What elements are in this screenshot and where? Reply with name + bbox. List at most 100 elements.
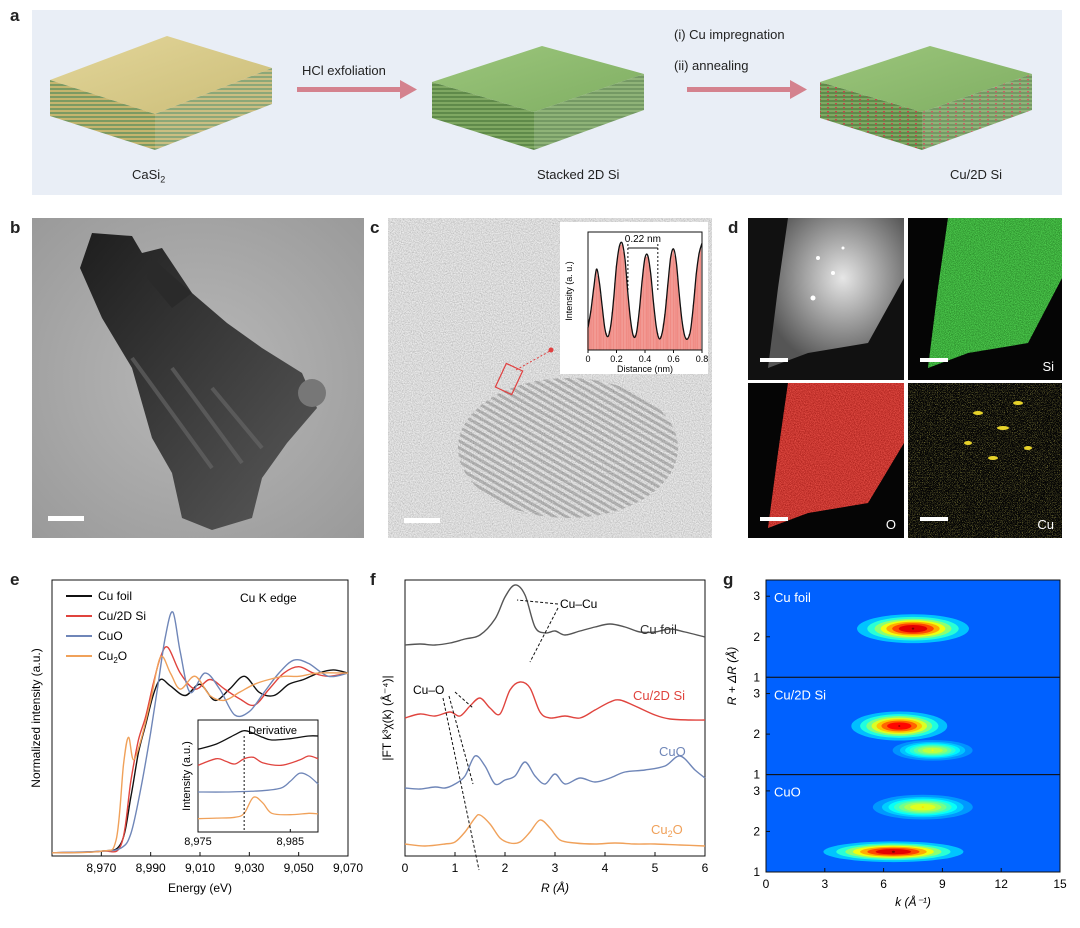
panel-label-d: d — [728, 218, 739, 237]
profile-bar — [662, 323, 665, 350]
profile-bar — [671, 253, 673, 350]
profile-bar — [595, 269, 598, 350]
inset-series-line — [197, 755, 319, 767]
y-tick-label: 2 — [753, 630, 760, 644]
exafs-ft-chart: Cu foil Cu/2D Si CuO Cu2O 0 1 2 3 4 5 6 R (Å) |FT k³… — [379, 579, 709, 895]
panel-label-e: e — [10, 570, 20, 589]
profile-bar — [597, 275, 599, 350]
profile-bar — [619, 244, 622, 350]
series-line-cu-2d-si — [404, 681, 706, 721]
y-tick-label: 3 — [753, 687, 760, 701]
inset-annotation: Derivative — [248, 725, 297, 737]
profile-bar — [611, 312, 613, 350]
profile-bar — [668, 271, 670, 350]
intensity-profile-chart: 0 0.2 0.4 0.6 0.8 Distance (nm) Intensity (a. … — [564, 231, 708, 374]
legend-entry: Cu2O — [98, 649, 127, 665]
annotation-arrow — [516, 599, 559, 605]
legend-entry: Cu/2D Si — [98, 609, 146, 623]
panel-label-c: c — [370, 218, 380, 237]
series-line-cu2o — [404, 813, 706, 847]
x-tick-label: 0 — [763, 877, 770, 891]
x-tick-label: 9 — [939, 877, 946, 891]
y-axis-label: Intensity (a. u.) — [564, 261, 574, 321]
tem-image — [32, 218, 364, 538]
profile-bar — [682, 328, 685, 350]
profile-bar — [678, 293, 680, 350]
arrow-impregnation — [687, 80, 807, 99]
subplot-frame — [765, 774, 1061, 873]
profile-bar — [601, 307, 603, 350]
x-tick-label: 0.6 — [667, 354, 680, 364]
x-tick-label: 9,050 — [284, 861, 314, 875]
profile-bar — [637, 321, 639, 350]
profile-bar — [614, 282, 616, 350]
y-tick-label: 2 — [753, 727, 760, 741]
profile-bar — [607, 336, 609, 350]
profile-bar — [657, 333, 659, 350]
profile-bar — [618, 246, 620, 350]
schematic-illustration — [50, 36, 1032, 150]
profile-bar — [679, 307, 682, 350]
profile-bar — [691, 317, 693, 350]
panel-label-f: f — [370, 570, 376, 589]
profile-bar — [588, 319, 591, 350]
series-label: CuO — [659, 744, 686, 759]
annotation-cu-cu: Cu–Cu — [560, 597, 597, 611]
x-axis-label: k (Å⁻¹) — [895, 894, 931, 909]
annotation-arrow — [448, 695, 474, 785]
profile-line — [587, 241, 703, 340]
profile-bar — [605, 333, 608, 350]
profile-bar — [655, 327, 657, 350]
profile-bar — [612, 299, 615, 350]
intensity-profile-inset: 0 0.2 0.4 0.6 0.8 Distance (nm) Intensity (a. … — [560, 222, 708, 374]
profile-bar — [591, 299, 593, 350]
annotation-arrow — [529, 607, 559, 663]
profile-bar — [592, 288, 595, 350]
subplot-label: CuO — [774, 785, 801, 800]
profile-bar — [628, 307, 630, 350]
series-line-cu2o — [51, 655, 349, 854]
heatmap-contour — [911, 627, 915, 630]
heatmap-contour — [891, 850, 895, 853]
profile-bar — [669, 257, 672, 350]
x-tick-label: 0.2 — [610, 354, 623, 364]
inset-x-tick-label: 8,975 — [184, 836, 212, 848]
profile-bar — [696, 263, 699, 350]
profile-bar — [685, 337, 687, 350]
profile-bar — [622, 251, 625, 350]
subplot-label: Cu foil — [774, 590, 811, 605]
material-label-stacked-2d-si: Stacked 2D Si — [537, 167, 620, 182]
profile-bar — [631, 329, 633, 350]
x-axis-label: R (Å) — [541, 880, 569, 895]
legend-entry: CuO — [98, 629, 123, 643]
spacing-annotation: 0.22 nm — [625, 234, 661, 245]
profile-bar — [600, 294, 602, 350]
profile-bar — [674, 255, 676, 350]
profile-bar — [659, 335, 662, 350]
profile-bar — [695, 273, 697, 350]
eds-label-si: Si — [1042, 359, 1054, 374]
heatmap-contour — [931, 749, 934, 752]
y-tick-label: 3 — [753, 784, 760, 798]
profile-bar — [652, 302, 655, 350]
synthesis-schematic: HCl exfoliation (i) Cu impregnation (ii)… — [32, 10, 1062, 195]
profile-bar — [649, 273, 652, 350]
heatmap-contour — [898, 725, 901, 727]
x-tick-label: 0 — [585, 354, 590, 364]
profile-bar — [639, 295, 642, 350]
profile-bar — [684, 336, 686, 350]
panel-label-b: b — [10, 218, 21, 237]
material-label-cu-2d-si: Cu/2D Si — [950, 167, 1003, 182]
step-label-annealing: (ii) annealing — [674, 58, 749, 73]
panel-label-a: a — [10, 6, 20, 25]
inset-y-axis-label: Intensity (a.u.) — [181, 741, 193, 811]
x-tick-label: 5 — [652, 861, 659, 875]
x-tick-label: 8,990 — [136, 861, 166, 875]
profile-bar — [625, 276, 628, 350]
profile-bar — [594, 278, 596, 350]
profile-bar — [647, 255, 649, 350]
eds-map-o: O — [748, 383, 904, 538]
cu-2d-si-block — [820, 46, 1032, 150]
profile-bar — [608, 330, 610, 350]
